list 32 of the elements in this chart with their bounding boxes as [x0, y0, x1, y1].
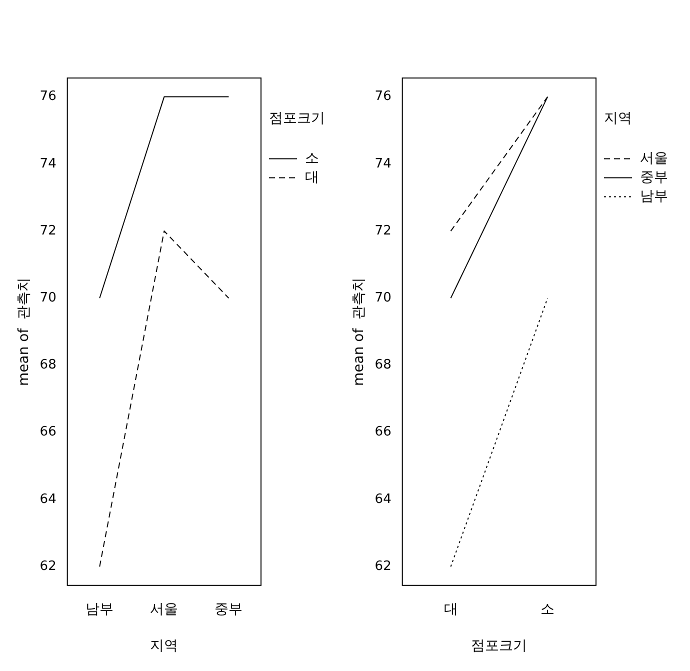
y-tick-label: 62 — [374, 558, 392, 574]
legend-label: 대 — [305, 169, 319, 186]
legend-label: 소 — [305, 150, 319, 166]
x-tick-label: 남부 — [86, 601, 114, 618]
y-tick-label: 70 — [374, 290, 392, 306]
y-tick-label: 74 — [374, 156, 392, 172]
y-tick-label: 76 — [40, 89, 56, 104]
y-tick-label: 62 — [40, 558, 56, 574]
y-axis-title: mean of 관측치 — [351, 277, 368, 386]
y-tick-label: 72 — [40, 223, 56, 238]
x-tick-label: 서울 — [150, 601, 178, 618]
y-tick-label: 66 — [374, 424, 392, 440]
x-axis-title: 지역 — [150, 638, 178, 654]
x-tick-label: 대 — [444, 601, 458, 618]
y-tick-label: 66 — [40, 424, 56, 440]
x-tick-label: 소 — [540, 601, 555, 618]
legend-label: 중부 — [640, 169, 668, 186]
legend-label: 서울 — [640, 150, 668, 166]
x-tick-label: 중부 — [214, 601, 243, 618]
y-tick-label: 70 — [40, 290, 56, 306]
y-tick-label: 68 — [40, 358, 56, 373]
x-axis-title: 점포크기 — [471, 638, 528, 654]
y-tick-label: 72 — [374, 223, 392, 238]
legend-title: 지역 — [604, 110, 632, 126]
legend-label: 남부 — [640, 188, 668, 204]
y-tick-label: 68 — [374, 358, 392, 373]
y-tick-label: 64 — [40, 492, 56, 507]
y-tick-label: 74 — [40, 156, 56, 172]
y-tick-label: 76 — [374, 89, 392, 104]
y-axis-title: mean of 관측치 — [16, 277, 32, 386]
legend-title: 점포크기 — [269, 110, 325, 126]
y-tick-label: 64 — [374, 492, 392, 507]
